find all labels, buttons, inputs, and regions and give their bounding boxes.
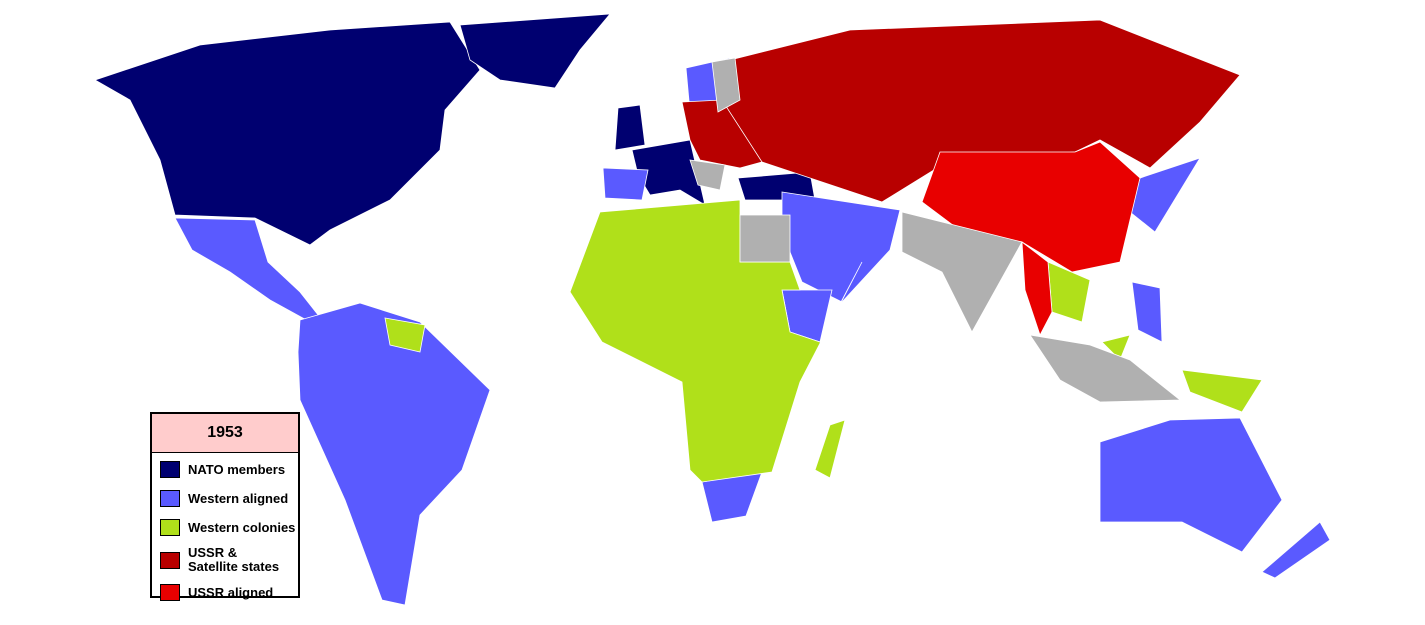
spain xyxy=(602,167,649,201)
india xyxy=(901,211,1023,333)
legend-item: NATO members xyxy=(160,461,298,478)
legend-swatch xyxy=(160,490,180,507)
egypt xyxy=(739,214,791,263)
ussr xyxy=(721,19,1241,203)
south-america xyxy=(297,302,491,606)
legend-label: Western colonies xyxy=(188,519,296,535)
north-america xyxy=(94,21,481,246)
legend-label: USSR & Satellite states xyxy=(188,545,280,574)
madagascar xyxy=(814,419,846,479)
legend-label: USSR aligned xyxy=(188,584,274,600)
middle-east xyxy=(781,191,901,303)
new-guinea xyxy=(1181,369,1263,413)
yugoslavia xyxy=(689,159,726,191)
uk xyxy=(614,104,646,151)
legend-label: Western aligned xyxy=(188,490,289,506)
china xyxy=(921,141,1141,273)
legend-swatch xyxy=(160,461,180,478)
borneo-north xyxy=(1101,334,1131,361)
finland xyxy=(711,57,741,113)
indochina xyxy=(1047,261,1091,323)
burma xyxy=(1021,241,1053,337)
guianas xyxy=(384,317,426,353)
legend-title: 1953 xyxy=(152,414,298,453)
legend-item: Western colonies xyxy=(160,519,298,536)
region-ussr-aligned xyxy=(921,141,1141,337)
region-neutral xyxy=(689,57,1182,403)
legend-label: NATO members xyxy=(188,461,286,477)
philippines xyxy=(1131,281,1163,343)
australia xyxy=(1099,417,1283,553)
legend-item: Western aligned xyxy=(160,490,298,507)
japan xyxy=(1129,157,1201,233)
new-zealand xyxy=(1261,521,1331,579)
legend-swatch xyxy=(160,584,180,601)
region-ussr-satellites xyxy=(681,19,1241,203)
greenland xyxy=(459,13,611,89)
legend: 1953 NATO members Western aligned Western … xyxy=(150,412,300,601)
legend-swatch xyxy=(160,519,180,536)
region-western-colonies xyxy=(384,199,1263,483)
legend-swatch xyxy=(160,551,180,569)
legend-item: USSR aligned xyxy=(160,584,298,601)
indonesia xyxy=(1029,334,1182,403)
legend-item: USSR & Satellite states xyxy=(160,546,298,574)
